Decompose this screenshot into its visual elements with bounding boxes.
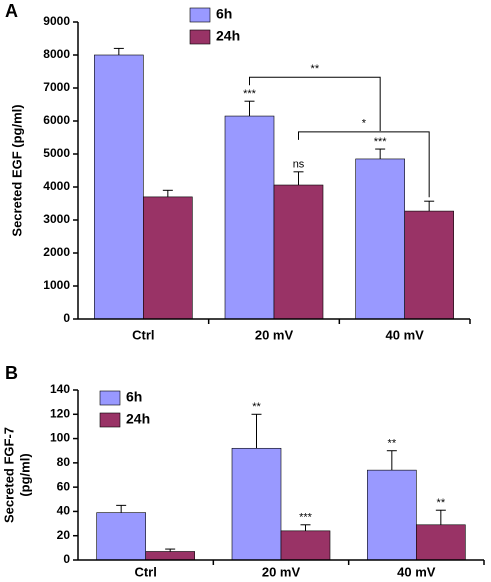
panel-label: A — [5, 1, 18, 21]
significance-label: ns — [293, 159, 305, 171]
y-tick-label: 4000 — [43, 179, 70, 193]
y-tick-label: 0 — [63, 311, 70, 325]
significance-label: *** — [299, 512, 313, 524]
legend-swatch — [99, 390, 121, 406]
bar — [273, 184, 324, 320]
bar — [96, 512, 146, 561]
significance-label: *** — [374, 136, 388, 148]
y-tick-label: 8000 — [43, 47, 70, 61]
y-tick-label: 140 — [50, 382, 70, 396]
legend-label: 6h — [216, 6, 232, 22]
panel-label: B — [5, 363, 18, 383]
y-tick-label: 2000 — [43, 245, 70, 259]
significance-label: *** — [243, 88, 257, 100]
bar — [404, 210, 454, 320]
legend-label: 24h — [216, 28, 240, 44]
y-tick-label: 20 — [57, 528, 71, 542]
y-axis-label: Secreted FGF-7 — [1, 427, 16, 523]
bar — [280, 530, 331, 561]
y-tick-label: 60 — [57, 479, 71, 493]
y-tick-label: 40 — [57, 504, 71, 518]
y-tick-label: 9000 — [43, 14, 70, 28]
y-tick-label: 80 — [57, 455, 71, 469]
legend-swatch — [189, 29, 211, 45]
x-tick-label: Ctrl — [134, 564, 156, 579]
y-tick-label: 1000 — [43, 278, 70, 292]
bar — [224, 115, 275, 320]
legend-swatch — [189, 7, 211, 23]
bar — [143, 196, 193, 320]
significance-label: ** — [437, 497, 446, 509]
bar — [367, 469, 417, 561]
y-tick-label: 7000 — [43, 80, 70, 94]
legend-label: 6h — [126, 389, 142, 405]
bar — [416, 524, 466, 561]
bar — [231, 447, 282, 561]
y-tick-label: 100 — [50, 431, 70, 445]
x-tick-label: Ctrl — [132, 327, 154, 342]
legend-label: 24h — [126, 411, 150, 427]
x-tick-label: 20 mV — [255, 327, 294, 342]
significance-label: ** — [252, 401, 261, 413]
significance-label: ** — [388, 438, 397, 450]
bracket-label: ** — [311, 63, 320, 75]
y-tick-label: 5000 — [43, 146, 70, 160]
x-tick-label: 40 mV — [386, 327, 425, 342]
y-tick-label: 6000 — [43, 113, 70, 127]
bar — [355, 158, 405, 320]
bracket — [249, 76, 381, 132]
y-axis-label: Secreted EGF (pg/ml) — [9, 104, 24, 236]
y-axis-label: (pg/ml) — [17, 453, 32, 496]
y-tick-label: 3000 — [43, 212, 70, 226]
x-tick-label: 40 mV — [397, 564, 436, 579]
bracket — [298, 131, 430, 198]
y-tick-label: 120 — [50, 406, 70, 420]
bar — [94, 54, 144, 320]
x-tick-label: 20 mV — [262, 564, 301, 579]
legend-swatch — [99, 412, 121, 428]
y-tick-label: 0 — [63, 552, 70, 566]
bar — [145, 551, 195, 561]
bracket-label: * — [362, 118, 367, 130]
